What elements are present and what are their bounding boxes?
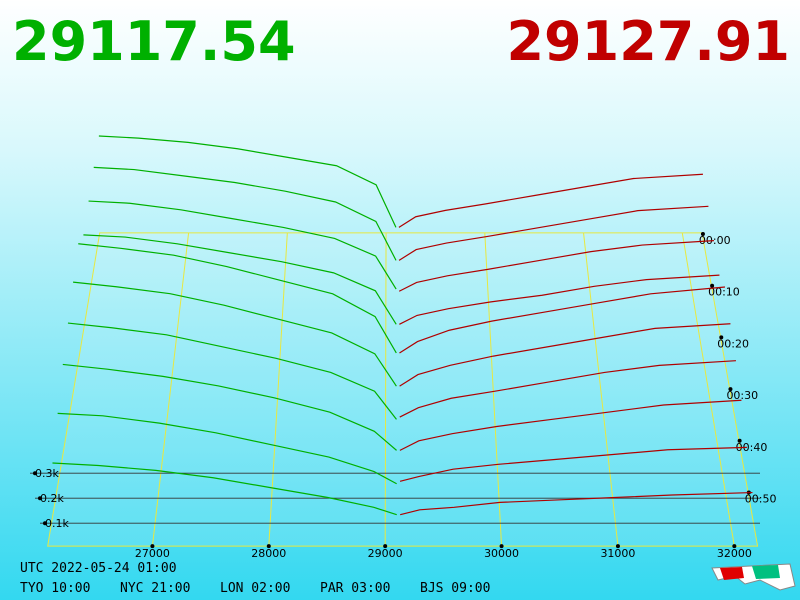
ask-depth-line: [399, 399, 742, 451]
price-tick: [266, 544, 271, 549]
bid-depth-line: [98, 135, 397, 228]
floor: [47, 232, 759, 547]
price-grid-line: [384, 232, 387, 547]
depth-tick: [43, 521, 47, 526]
ask-depth-line: [399, 274, 720, 325]
price-tick-label: 30000: [484, 547, 519, 560]
bid-depth-line: [78, 243, 397, 354]
bid-depth-line: [62, 363, 397, 451]
price-tick: [732, 544, 737, 549]
bid-depth-line: [83, 234, 397, 325]
time-tick: [728, 387, 733, 392]
bid-depth-line: [57, 412, 397, 485]
zone-clock: BJS 09:00: [420, 581, 490, 596]
price-tick: [615, 544, 620, 549]
price-tick: [383, 544, 388, 549]
3d-glasses-icon: [711, 563, 796, 591]
ask-depth-line: [400, 491, 753, 516]
time-tick: [710, 283, 715, 288]
price-tick-label: 32000: [717, 547, 752, 560]
price-tick: [499, 544, 504, 549]
time-tick: [700, 232, 705, 236]
time-tick-label: 00:30: [726, 389, 758, 402]
bid-price: 29117.54: [12, 10, 296, 73]
zone-clocks: TYO 10:00 NYC 21:00 LON 02:00 PAR 03:00 BJS …: [20, 581, 490, 596]
price-grid-line: [484, 232, 503, 547]
depth-tick: [38, 496, 42, 501]
time-tick-label: 00:40: [736, 441, 768, 454]
ask-depth-line: [398, 173, 703, 228]
price-grid-line: [583, 232, 619, 547]
depth-tick: [33, 471, 37, 476]
price-grid-line: [151, 232, 190, 547]
utc-clock: UTC 2022-05-24 01:00: [20, 561, 177, 576]
zone-clock: LON 02:00: [220, 581, 290, 596]
zone-clock: TYO 10:00: [20, 581, 90, 596]
time-tick-label: 00:20: [717, 337, 749, 350]
ask-depth-line: [399, 323, 731, 387]
price-tick-label: 28000: [251, 547, 286, 560]
ask-price: 29127.91: [506, 10, 790, 73]
ask-depth-line: [398, 205, 709, 261]
bid-depth-line: [93, 166, 397, 261]
ask-depth-line: [399, 446, 747, 482]
time-tick: [719, 335, 724, 340]
zone-clock: NYC 21:00: [120, 581, 190, 596]
price-tick: [150, 544, 155, 549]
depth-tick-label: 0.2k: [40, 492, 64, 505]
zone-clock: PAR 03:00: [320, 581, 390, 596]
depth-tick-label: 0.3k: [35, 467, 59, 480]
time-tick-label: 00:10: [708, 286, 740, 299]
price-tick-label: 31000: [600, 547, 635, 560]
time-tick-label: 00:00: [699, 234, 731, 247]
depth-tick-label: 0.1k: [45, 517, 69, 530]
ask-depth-line: [399, 286, 726, 354]
bid-depth-line: [67, 322, 397, 420]
time-tick: [737, 438, 742, 443]
price-grid-line: [268, 232, 288, 547]
plot: 27000 28000 29000 30000 31000 32000 0.1k 0.2k 0.…: [30, 135, 777, 560]
bid-depth-line: [73, 281, 397, 387]
price-tick-label: 29000: [368, 547, 403, 560]
price-tick-label: 27000: [135, 547, 170, 560]
time-tick-label: 00:50: [745, 493, 777, 506]
bid-depth-line: [88, 200, 397, 290]
bid-depth-line: [52, 462, 397, 516]
ask-depth-line: [398, 240, 714, 292]
ask-depth-line: [399, 360, 736, 418]
